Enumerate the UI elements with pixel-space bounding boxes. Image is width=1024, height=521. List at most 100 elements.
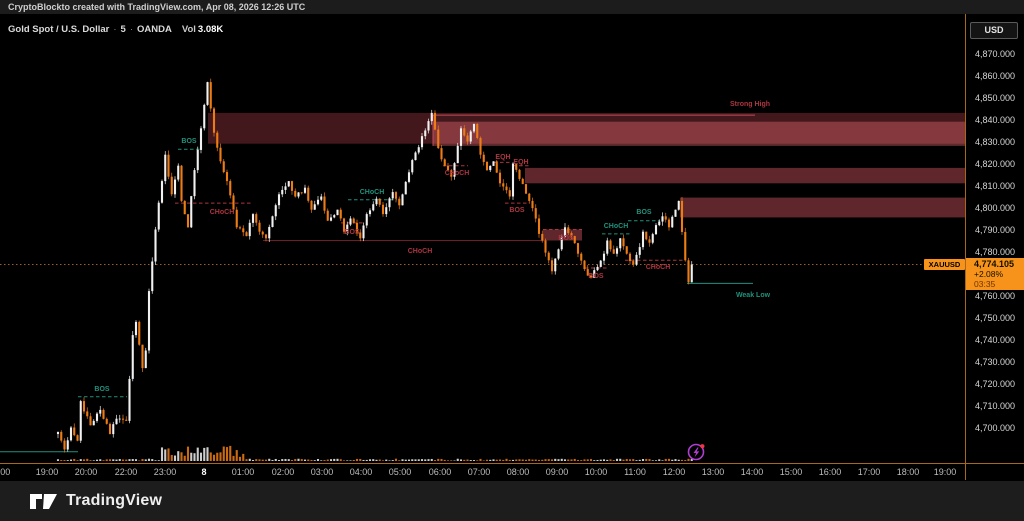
volume-bar (560, 458, 563, 461)
price-axis[interactable]: USD 4,870.000 4,860.000 4,850.000 4,840.000… (967, 0, 1024, 463)
volume-bar (580, 460, 583, 461)
symbol-title[interactable]: Gold Spot / U.S. Dollar (8, 24, 110, 35)
volume-bar (264, 459, 268, 461)
volume-bar (437, 458, 440, 461)
candle-body (160, 181, 164, 203)
currency-button[interactable]: USD (970, 22, 1018, 39)
volume-bar (479, 458, 482, 461)
candle-body (398, 198, 401, 206)
volume-bar (495, 459, 498, 461)
candle-body (121, 418, 125, 420)
volume-bar (602, 459, 606, 461)
candle-body (92, 420, 95, 426)
volume-bar (446, 460, 450, 461)
volume-bar (515, 459, 518, 461)
candle-body (329, 217, 333, 221)
volume-bar (313, 460, 316, 461)
candle-body (593, 270, 596, 278)
candle-body (508, 190, 511, 197)
volume-bar (121, 459, 125, 461)
volume-bar (300, 459, 303, 461)
candle-body (157, 202, 160, 230)
tradingview-logo-icon[interactable] (28, 489, 58, 513)
candle-body (89, 416, 92, 426)
volume-bar (401, 459, 404, 461)
volume-bar (157, 460, 160, 461)
volume-bar (209, 452, 212, 461)
volume-bar (219, 452, 222, 461)
price-tick-label: 4,740.000 (975, 334, 1016, 345)
lightning-icon (687, 443, 705, 461)
candle-body (63, 440, 66, 450)
volume-bar (576, 459, 580, 461)
last-price-value: 4,774.105 (974, 259, 1015, 270)
volume-bar (339, 459, 342, 461)
candle-body (511, 163, 515, 197)
volume-bar (193, 453, 196, 461)
time-axis[interactable]: :00 19:00 20:00 22:00 23:00 8 01:00 02:00 03:00 0… (0, 463, 1024, 481)
candle-body (316, 199, 320, 205)
supply-zone-4 (680, 197, 965, 218)
annotation-label: CHoCH (408, 248, 433, 255)
candle-body (417, 147, 420, 153)
interval-label[interactable]: 5 (120, 24, 126, 35)
candle-body (235, 209, 238, 228)
volume-bar (687, 458, 690, 461)
annotation-label: EQH (513, 159, 528, 166)
volume-bar (105, 459, 108, 461)
candle-body (515, 163, 518, 170)
candle-body (277, 194, 281, 206)
volume-value: 3.08K (197, 24, 224, 35)
time-tick-label: 18:00 (896, 467, 920, 477)
price-tick-label: 4,760.000 (975, 290, 1016, 301)
candle-body (589, 275, 593, 278)
exchange-label[interactable]: OANDA (136, 24, 172, 35)
candle-body (420, 136, 424, 148)
time-tick-label: 11:00 (624, 467, 646, 477)
volume-bar (303, 459, 307, 461)
volume-bar (323, 460, 326, 461)
volume-bar (212, 454, 216, 461)
time-tick-label: 05:00 (388, 467, 412, 477)
annotation-label: BOS (181, 138, 197, 145)
candle-body (628, 253, 632, 262)
volume-bar (186, 446, 190, 461)
volume-bar (281, 459, 284, 461)
volume-bar (342, 460, 346, 461)
volume-bar (498, 459, 502, 461)
candle-body (625, 246, 628, 254)
candle-body (368, 210, 372, 215)
candle-body (375, 198, 378, 205)
candle-body (619, 238, 622, 249)
time-tick-label: 01:00 (231, 467, 255, 477)
volume-bar (66, 460, 69, 461)
volume-label[interactable]: Vol (181, 24, 196, 35)
time-tick-label: 19:00 (35, 467, 59, 477)
quick-actions-button[interactable] (686, 441, 707, 462)
candle-body (638, 247, 641, 255)
volume-bar (108, 459, 112, 461)
candle-body (151, 261, 154, 292)
volume-bar (492, 459, 495, 461)
tradingview-brand[interactable]: TradingView (66, 492, 163, 509)
candle-body (183, 200, 186, 215)
candle-body (219, 147, 222, 162)
volume-bar (352, 459, 355, 461)
volume-bar (414, 459, 417, 461)
candle-body (609, 240, 612, 250)
price-tick-label: 4,810.000 (975, 180, 1016, 191)
candle-body (667, 219, 671, 228)
volume-bar (329, 459, 333, 461)
volume-bar (147, 458, 151, 461)
volume-bar (134, 459, 138, 461)
candle-body (326, 210, 329, 221)
candle-body (641, 231, 645, 248)
price-tick-label: 4,730.000 (975, 356, 1016, 367)
annotation-label: BOS (588, 273, 604, 280)
candle-body (167, 154, 170, 177)
volume-bar (661, 460, 664, 461)
candle-body (76, 435, 79, 441)
volume-bar (164, 449, 167, 461)
candle-body (463, 128, 466, 136)
